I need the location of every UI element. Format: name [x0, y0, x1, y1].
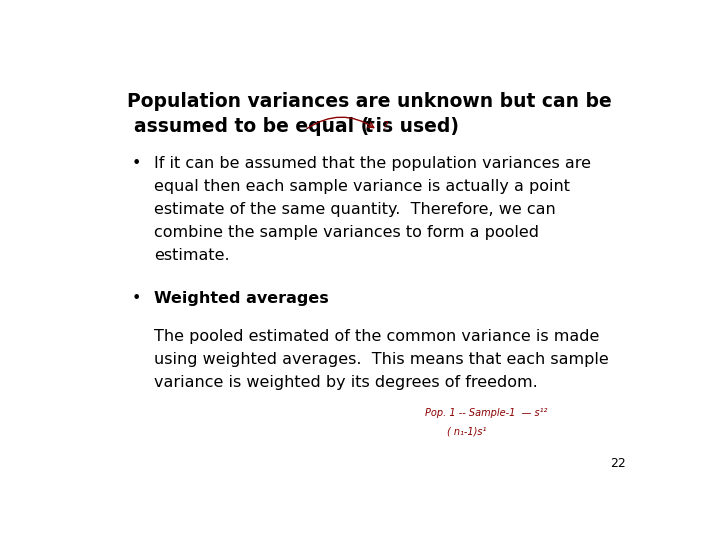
Text: using weighted averages.  This means that each sample: using weighted averages. This means that… [154, 352, 609, 367]
Text: equal then each sample variance is actually a point: equal then each sample variance is actua… [154, 179, 570, 194]
Text: variance is weighted by its degrees of freedom.: variance is weighted by its degrees of f… [154, 375, 538, 389]
Text: The pooled estimated of the common variance is made: The pooled estimated of the common varia… [154, 329, 600, 344]
Text: assumed to be equal (: assumed to be equal ( [134, 117, 369, 136]
Text: ( n₁-1)s¹: ( n₁-1)s¹ [447, 427, 487, 436]
Text: If it can be assumed that the population variances are: If it can be assumed that the population… [154, 156, 591, 171]
Text: combine the sample variances to form a pooled: combine the sample variances to form a p… [154, 225, 539, 240]
Text: estimate of the same quantity.  Therefore, we can: estimate of the same quantity. Therefore… [154, 202, 556, 217]
Text: Population variances are unknown but can be: Population variances are unknown but can… [127, 92, 611, 111]
Text: is used): is used) [369, 117, 459, 136]
Text: •: • [132, 156, 141, 171]
Text: Pop. 1 -- Sample-1  — s¹²: Pop. 1 -- Sample-1 — s¹² [425, 408, 547, 418]
Text: •: • [132, 292, 141, 306]
Text: ?: ? [383, 121, 388, 131]
Text: 22: 22 [610, 457, 626, 470]
Text: Weighted averages: Weighted averages [154, 292, 329, 306]
Text: estimate.: estimate. [154, 248, 230, 263]
Text: t: t [364, 117, 374, 136]
